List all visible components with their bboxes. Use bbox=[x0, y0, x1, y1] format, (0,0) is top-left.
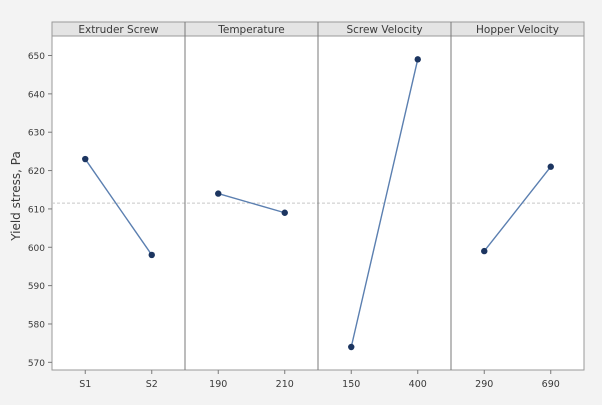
panel-title: Extruder Screw bbox=[78, 24, 159, 36]
data-point bbox=[215, 190, 222, 197]
x-tick-label: S2 bbox=[146, 379, 158, 390]
series-line bbox=[483, 166, 552, 252]
data-point bbox=[547, 163, 554, 170]
data-point bbox=[414, 56, 421, 63]
panel-title: Temperature bbox=[217, 24, 285, 36]
series-line bbox=[218, 192, 285, 214]
y-axis: 570 580 590 600 610 620 630 640 650 bbox=[28, 52, 52, 369]
x-tick-label: 210 bbox=[276, 379, 294, 390]
data-point bbox=[348, 343, 355, 351]
series-line bbox=[84, 158, 153, 256]
y-tick-label: 580 bbox=[28, 320, 45, 330]
panel-1: Temperature 190 210 bbox=[184, 21, 319, 390]
data-point bbox=[82, 155, 89, 163]
y-tick-label: 640 bbox=[28, 90, 45, 100]
x-tick-label: 290 bbox=[475, 379, 493, 390]
panels-layer: Extruder Screw S1 S2 Temperature 190 210 Screw… bbox=[51, 21, 585, 390]
y-tick-label: 590 bbox=[28, 282, 45, 292]
x-tick-label: 400 bbox=[409, 379, 427, 390]
data-point bbox=[281, 209, 288, 216]
x-tick-label: 150 bbox=[342, 379, 360, 390]
panel-title: Hopper Velocity bbox=[476, 24, 559, 36]
x-tick-label: 690 bbox=[542, 379, 560, 390]
y-tick-label: 570 bbox=[28, 359, 45, 369]
data-point bbox=[481, 247, 488, 255]
panel-3: Hopper Velocity 290 690 bbox=[450, 21, 585, 390]
x-tick-label: S1 bbox=[79, 379, 91, 390]
y-tick-label: 610 bbox=[28, 205, 45, 215]
panel-title: Screw Velocity bbox=[346, 24, 422, 36]
x-tick-label: 190 bbox=[209, 379, 227, 390]
y-tick-label: 600 bbox=[28, 244, 45, 254]
y-axis-label: Yield stress, Pa bbox=[9, 151, 23, 242]
panel-2: Screw Velocity 150 400 bbox=[317, 21, 452, 390]
data-point bbox=[148, 251, 155, 259]
y-tick-label: 630 bbox=[28, 129, 45, 139]
series-line bbox=[350, 59, 419, 348]
panel-0: Extruder Screw S1 S2 bbox=[51, 21, 186, 390]
y-tick-label: 650 bbox=[28, 52, 45, 62]
y-tick-label: 620 bbox=[28, 167, 45, 177]
